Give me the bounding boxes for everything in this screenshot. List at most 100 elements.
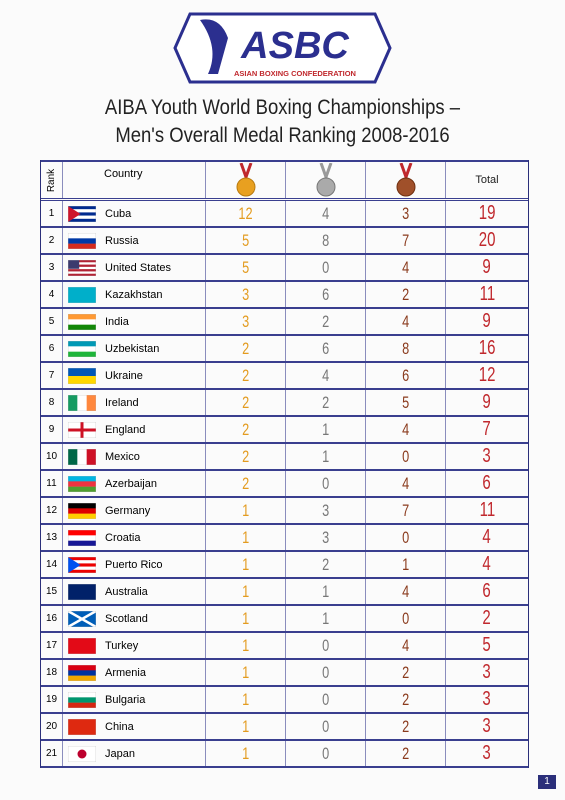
total: 6 [482,580,492,602]
country-cell: Turkey [101,633,206,658]
header-cell: Country [101,162,206,198]
rank: 21 [45,748,58,759]
silver-cell: 0 [286,741,366,766]
header-rank: Rank [46,168,58,192]
bronze-cell: 7 [366,498,446,523]
gold: 1 [241,500,250,520]
country-cell: Germany [101,498,206,523]
flag-stripe [68,529,96,536]
bronze: 6 [401,365,410,385]
total: 3 [482,715,492,737]
table-row: 5 India 3 2 4 9 [41,309,528,336]
logo-text: ASBC [240,25,349,67]
bronze: 2 [401,716,410,736]
flag-cell [63,525,101,550]
flag-cell [63,336,101,361]
flag-stripe [68,475,96,482]
rank-cell: 7 [41,363,63,388]
bronze: 4 [401,473,410,493]
flag-cell [63,741,101,766]
flag-stripe [68,205,96,209]
total-cell: 4 [446,552,528,577]
gold: 1 [241,743,250,763]
rank-cell: 21 [41,741,63,766]
flag [68,394,96,411]
bronze: 2 [401,689,410,709]
country-cell: Mexico [101,444,206,469]
bronze-cell: 2 [366,741,446,766]
gold: 3 [241,284,250,304]
country-cell: Ireland [101,390,206,415]
logo-subtitle: ASIAN BOXING CONFEDERATION [234,69,356,78]
total-cell: 20 [446,228,528,253]
country-cell: Japan [101,741,206,766]
total: 12 [478,364,496,386]
flag-stripe [68,394,78,411]
silver-cell: 0 [286,471,366,496]
total-cell: 3 [446,660,528,685]
rank-cell: 13 [41,525,63,550]
flag-stripe [68,313,96,320]
gold: 2 [241,473,250,493]
header-row: Rank Country Total [41,160,528,201]
flag-cell [63,714,101,739]
table-row: 19 Bulgaria 1 0 2 3 [41,687,528,714]
total-cell: 12 [446,363,528,388]
silver-cell: 6 [286,336,366,361]
table-row: 21 Japan 1 0 2 3 [41,741,528,768]
header-cell [63,162,101,198]
gold-cell: 2 [206,444,286,469]
gold-cell: 1 [206,741,286,766]
flag-cross [68,421,96,438]
country: Ukraine [105,369,143,382]
flag-stripe [68,480,96,487]
total-cell: 11 [446,282,528,307]
country-cell: Uzbekistan [101,336,206,361]
silver: 6 [321,284,330,304]
flag-stripe [86,394,96,411]
silver: 1 [321,608,330,628]
flag-stripe [68,566,96,570]
bronze: 4 [401,311,410,331]
total: 6 [482,472,492,494]
flag-stripe [68,211,96,216]
silver: 0 [321,689,330,709]
total: 3 [482,445,492,467]
table-row: 2 Russia 5 8 7 20 [41,228,528,255]
flag-stripe [68,569,96,573]
flag-stripe [68,540,96,546]
country: Cuba [105,207,132,220]
rank-cell: 17 [41,633,63,658]
silver-cell: 0 [286,660,366,685]
table-row: 15 Australia 1 1 4 6 [41,579,528,606]
flag-stripe [68,243,96,249]
total-cell: 5 [446,633,528,658]
flag-cell [63,498,101,523]
table-row: 3 United States 5 0 4 9 [41,255,528,282]
country: Australia [105,585,148,598]
total-cell: 16 [446,336,528,361]
flag-stripe [68,562,96,567]
bronze-cell: 6 [366,363,446,388]
gold-cell: 2 [206,471,286,496]
title-line: AIBA Youth World Boxing Championships – [104,96,461,119]
table-row: 16 Scotland 1 1 0 2 [41,606,528,633]
bronze-medal-icon [396,163,415,197]
gold: 1 [241,689,250,709]
flag-cell [63,417,101,442]
silver: 0 [321,743,330,763]
silver: 1 [321,446,330,466]
total-cell: 2 [446,606,528,631]
country: Kazakhstan [105,288,163,301]
page-number: 1 [538,775,556,789]
bronze-cell: 2 [366,282,446,307]
flag [68,313,96,330]
bronze: 5 [401,392,410,412]
gold: 2 [241,392,250,412]
total: 3 [482,742,492,764]
rank-cell: 16 [41,606,63,631]
silver-cell: 4 [286,363,366,388]
flag-stripe [68,556,96,560]
silver: 0 [321,257,330,277]
rank: 18 [45,667,58,678]
